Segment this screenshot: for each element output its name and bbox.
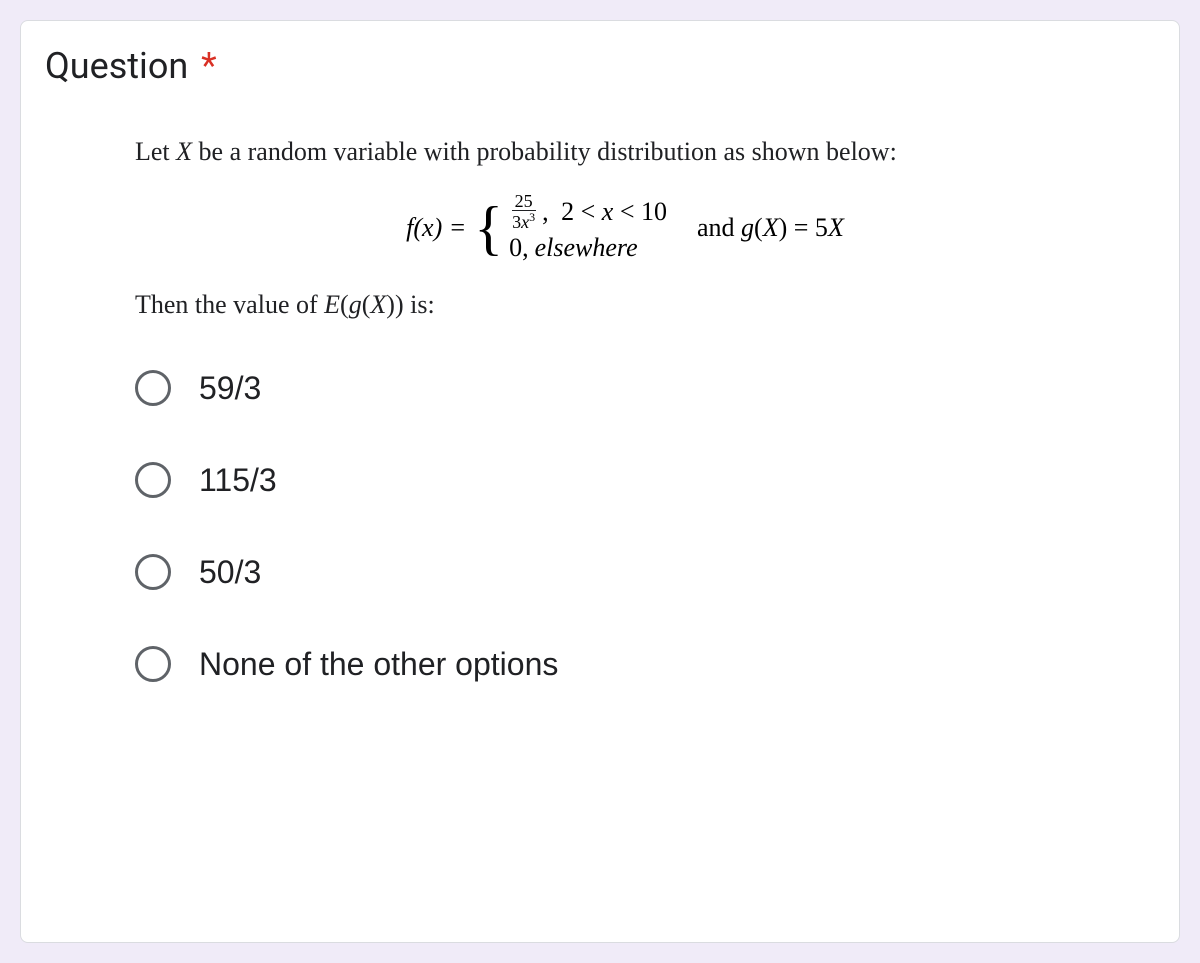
case-2: 0, elsewhere [509, 231, 667, 265]
question-body: Let X be a random variable with probabil… [45, 137, 1155, 320]
left-brace: { [474, 204, 503, 252]
option-4[interactable]: None of the other options [135, 646, 1155, 683]
options-container: 59/3 115/3 50/3 None of the other option… [45, 370, 1155, 683]
option-label: 50/3 [199, 554, 261, 591]
case2-value: 0, [509, 231, 529, 265]
option-label: 59/3 [199, 370, 261, 407]
required-asterisk: * [201, 45, 217, 87]
case1-sep: , [542, 195, 549, 229]
radio-icon[interactable] [135, 554, 171, 590]
numerator: 25 [512, 192, 536, 211]
denominator: 3x3 [509, 211, 538, 231]
formula-container: f(x) = { 25 3x3 , 2 < x < 10 0, elsew [135, 192, 1115, 265]
piecewise-function: f(x) = { 25 3x3 , 2 < x < 10 0, elsew [406, 192, 667, 265]
case2-condition: elsewhere [535, 231, 638, 265]
fraction: 25 3x3 [509, 192, 538, 231]
case-1: 25 3x3 , 2 < x < 10 [509, 192, 667, 231]
title-text: Question [45, 45, 188, 87]
radio-icon[interactable] [135, 462, 171, 498]
option-1[interactable]: 59/3 [135, 370, 1155, 407]
radio-icon[interactable] [135, 646, 171, 682]
option-3[interactable]: 50/3 [135, 554, 1155, 591]
option-label: None of the other options [199, 646, 558, 683]
question-card: Question * Let X be a random variable wi… [20, 20, 1180, 943]
then-text: Then the value of E(g(X)) is: [135, 290, 1115, 320]
fx-label: f(x) = [406, 213, 466, 243]
option-2[interactable]: 115/3 [135, 462, 1155, 499]
cases: 25 3x3 , 2 < x < 10 0, elsewhere [509, 192, 667, 265]
problem-intro: Let X be a random variable with probabil… [135, 137, 1115, 167]
option-label: 115/3 [199, 462, 277, 499]
radio-icon[interactable] [135, 370, 171, 406]
g-function: and g(X) = 5X [697, 213, 844, 243]
question-title: Question * [45, 45, 1155, 87]
case1-condition: 2 < x < 10 [555, 195, 667, 229]
